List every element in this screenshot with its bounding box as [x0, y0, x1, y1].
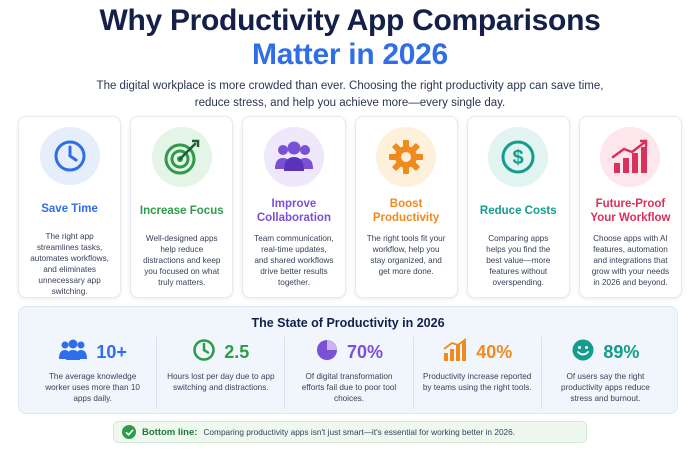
card-description: Team communication, real-time updates, a…: [254, 234, 334, 288]
card-increase-focus: Increase Focus Well-designed apps help r…: [130, 116, 234, 298]
stat-description: Of digital transformation efforts fail d…: [301, 372, 397, 404]
check-circle-icon: [122, 425, 136, 439]
stat-item: 89% Of users say the right productivity …: [542, 337, 669, 409]
card-title: Save Time: [41, 203, 98, 216]
bottom-line-label: Bottom line:: [142, 426, 198, 438]
stats-heading: The State of Productivity in 2026: [251, 316, 445, 330]
page-title: Why Productivity App Comparisons Matter …: [0, 4, 700, 71]
stat-description: The average knowledge worker uses more t…: [45, 372, 140, 404]
card-description: The right tools fit your workflow, help …: [366, 234, 446, 277]
growth-chart-icon: [600, 127, 661, 187]
stat-item: 40% Productivity increase reported by te…: [414, 337, 542, 409]
subtitle: The digital workplace is more crowded th…: [96, 80, 604, 109]
benefit-cards: Save Time The right app streamlines task…: [18, 116, 683, 298]
stats-row: 10+ The average knowledge worker uses mo…: [29, 337, 669, 409]
card-description: Choose apps with AI features, automation…: [591, 234, 670, 288]
title-line-1: Why Productivity App Comparisons: [99, 4, 601, 37]
stat-value: 10+: [96, 341, 127, 362]
title-line-2: Matter in 2026: [252, 37, 448, 71]
clock-icon: [192, 338, 216, 367]
card-boost-productivity: Boost Productivity The right tools fit y…: [354, 116, 458, 298]
bottom-line-banner: Bottom line: Comparing productivity apps…: [113, 421, 587, 443]
stats-panel: The State of Productivity in 2026 10+ Th…: [18, 306, 678, 414]
team-icon: [263, 127, 324, 187]
pie-chart-icon: [315, 338, 339, 367]
stat-value: 2.5: [224, 341, 250, 362]
stat-item: 70% Of digital transformation efforts fa…: [285, 337, 414, 409]
card-title: Future-Proof Your Workflow: [590, 198, 671, 224]
clock-icon: [39, 127, 100, 186]
card-description: Well-designed apps help reduce distracti…: [143, 234, 221, 288]
card-future-proof: Future-Proof Your Workflow Choose apps w…: [578, 116, 683, 298]
card-save-time: Save Time The right app streamlines task…: [18, 116, 122, 298]
stat-description: Productivity increase reported by teams …: [422, 372, 532, 393]
dollar-icon: $: [488, 127, 549, 187]
card-improve-collaboration: Improve Collaboration Team communication…: [242, 116, 346, 298]
stat-item: 2.5 Hours lost per day due to app switch…: [157, 337, 286, 409]
card-title: Reduce Costs: [479, 205, 557, 218]
stat-description: Hours lost per day due to app switching …: [167, 372, 275, 393]
stat-value: 89%: [603, 341, 640, 362]
stat-item: 10+ The average knowledge worker uses mo…: [29, 337, 158, 409]
card-title: Improve Collaboration: [256, 198, 331, 224]
card-title: Boost Productivity: [372, 198, 440, 224]
stat-value: 40%: [476, 341, 513, 362]
card-reduce-costs: $ Reduce Costs Comparing apps helps you …: [466, 116, 570, 298]
gear-icon: [376, 127, 437, 187]
card-description: The right app streamlines tasks, automat…: [30, 231, 109, 296]
stat-description: Of users say the right productivity apps…: [561, 372, 650, 404]
bottom-line-text: Comparing productivity apps isn't just s…: [203, 427, 516, 437]
smile-icon: [571, 338, 595, 367]
card-title: Increase Focus: [139, 205, 224, 218]
users-icon: [58, 339, 88, 366]
card-description: Comparing apps helps you find the best v…: [486, 234, 551, 288]
target-icon: [151, 127, 212, 187]
svg-text:$: $: [513, 147, 524, 169]
bar-chart-icon: [442, 337, 468, 367]
stat-value: 70%: [346, 341, 384, 362]
